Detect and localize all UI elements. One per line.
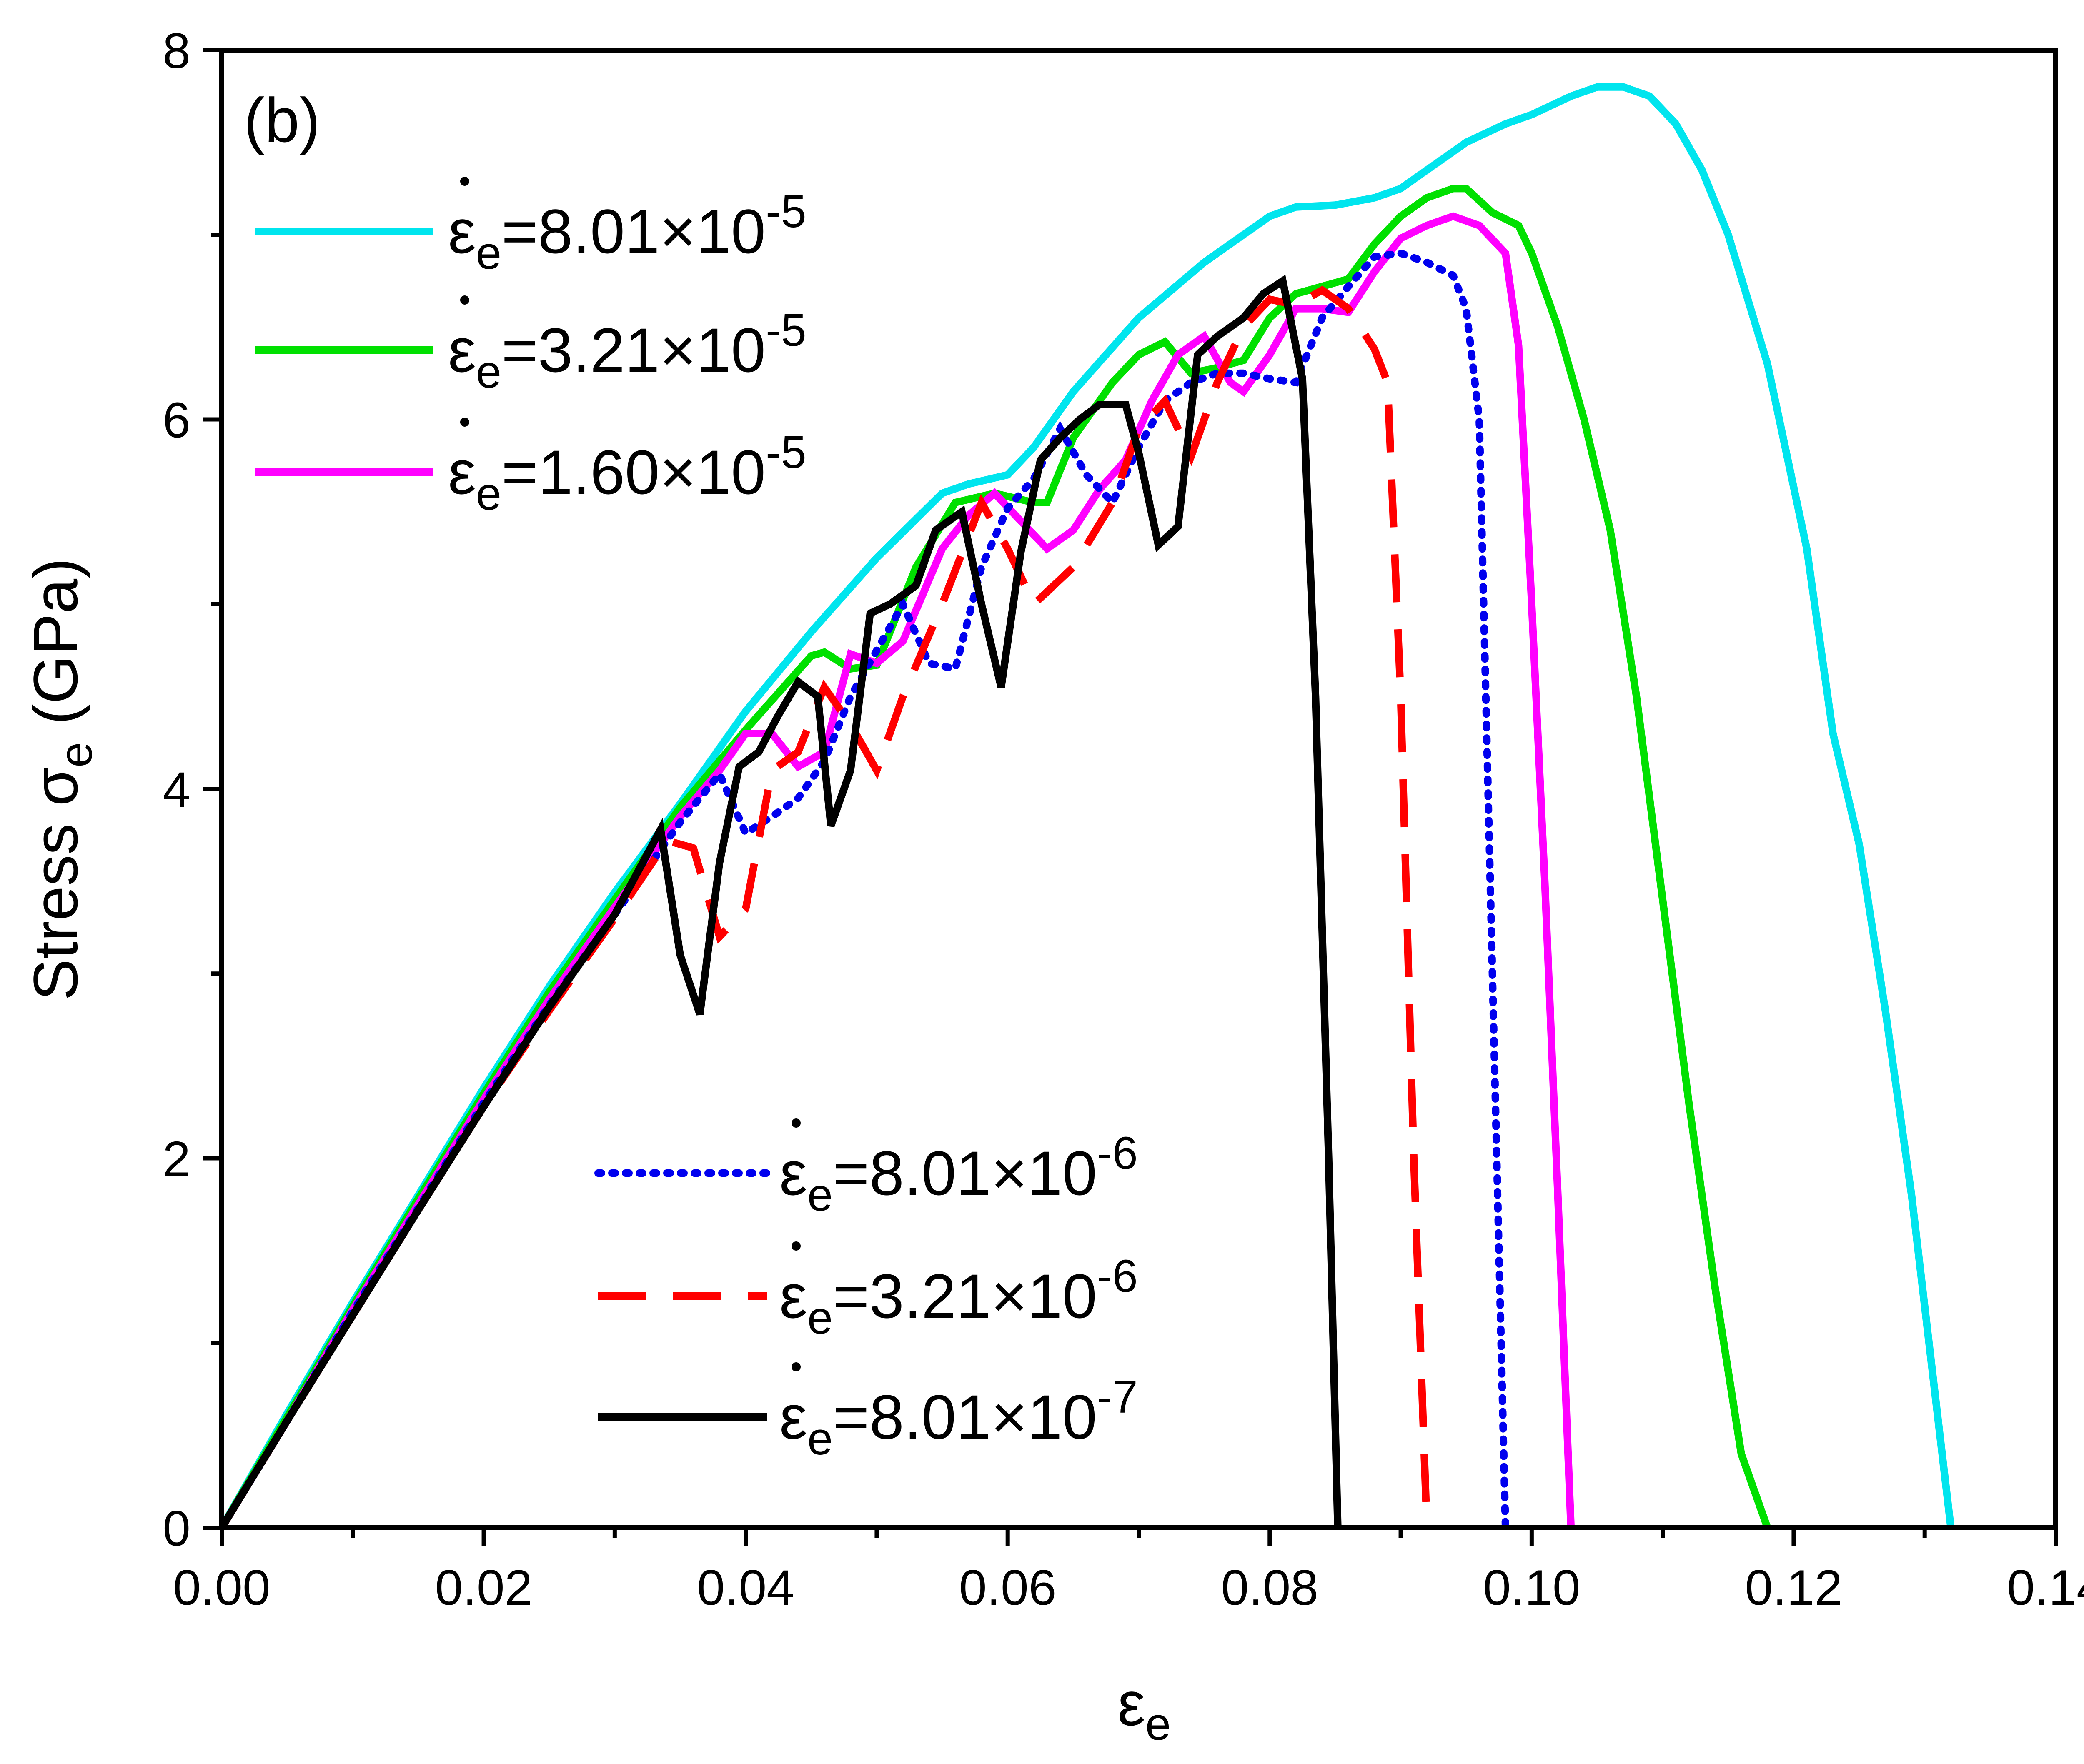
x-tick-label: 0.10: [1483, 1560, 1581, 1616]
x-tick-label: 0.00: [173, 1560, 271, 1616]
legend-overdot: [460, 177, 469, 186]
x-tick-label: 0.02: [435, 1560, 533, 1616]
legend-overdot: [792, 1362, 801, 1371]
y-tick-label: 4: [163, 762, 190, 818]
legend-item-red: εe=3.21×10-6: [598, 1241, 1138, 1344]
series-line-black: [222, 275, 1342, 1528]
legend-label: εe=1.60×10-5: [448, 427, 807, 520]
legend-label: εe=8.01×10-7: [779, 1371, 1138, 1464]
legend-label: εe=8.01×10-5: [448, 186, 807, 279]
legend-overdot: [792, 1241, 801, 1251]
x-tick-label: 0.14: [2007, 1560, 2084, 1616]
y-axis-title-subscript: e: [50, 742, 102, 768]
legend-item-blue: εe=8.01×10-6: [594, 1118, 1138, 1221]
legend-label: εe=3.21×10-6: [779, 1251, 1138, 1344]
x-tick-label: 0.08: [1221, 1560, 1319, 1616]
y-tick-label: 0: [163, 1501, 190, 1556]
axis-ticks: 0.00 0.02 0.04 0.06 0.08 0.10 0.12 0.14 0 2 4 6 8: [163, 23, 2084, 1616]
legend-item-magenta: εe=1.60×10-5: [255, 418, 807, 520]
x-tick-label: 0.06: [959, 1560, 1057, 1616]
y-tick-label: 8: [163, 23, 190, 79]
x-tick-label: 0.04: [697, 1560, 794, 1616]
legend-overdot: [460, 418, 469, 427]
series-line-red: [222, 285, 1431, 1528]
y-tick-label: 6: [163, 393, 190, 448]
panel-label: (b): [244, 85, 320, 155]
legend-item-green: εe=3.21×10-5: [255, 295, 807, 398]
x-tick-label: 0.12: [1745, 1560, 1843, 1616]
series-line-green: [222, 185, 1771, 1528]
y-tick-label: 2: [163, 1131, 190, 1187]
legend-item-black: εe=8.01×10-7: [598, 1362, 1138, 1464]
legend-item-cyan: εe=8.01×10-5: [255, 177, 807, 279]
legend: εe=8.01×10-5 εe=3.21×10-5 εe=1.60×10-5 εe=8…: [255, 177, 1138, 1464]
x-axis-title-subscript: e: [1145, 1699, 1171, 1750]
series-layer: [222, 83, 1955, 1528]
y-axis-title: Stress σe (GPa): [20, 558, 102, 1001]
legend-label: εe=3.21×10-5: [448, 305, 807, 398]
legend-overdot: [792, 1118, 801, 1128]
legend-label: εe=8.01×10-6: [779, 1128, 1138, 1221]
x-axis-title: εe: [1117, 1669, 1171, 1750]
legend-overdot: [460, 295, 469, 305]
